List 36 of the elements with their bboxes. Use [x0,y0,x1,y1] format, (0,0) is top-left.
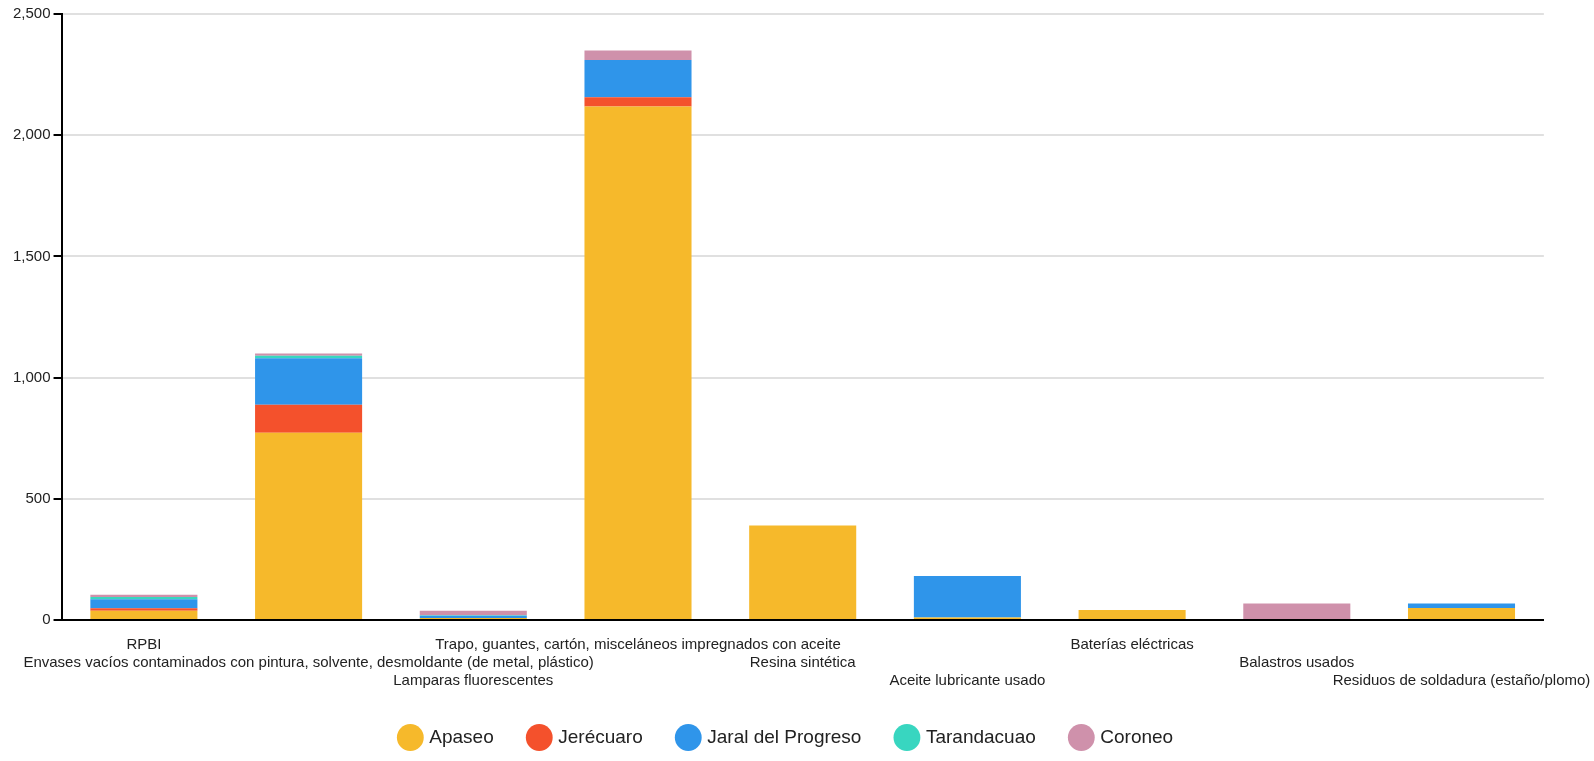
legend-label: Coroneo [1100,725,1174,747]
bar [584,106,692,619]
legend-label: Apaseo [429,725,494,747]
bar [255,432,363,619]
x-tick-label: Lamparas fluorescentes [393,671,554,689]
bar [749,525,857,619]
y-tick-label: 2,500 [12,4,51,22]
legend-label: Tarandacuao [925,725,1036,747]
x-tick-label: Trapo, guantes, cartón, misceláneos impregnados con aceite [435,635,841,653]
bar [90,599,198,609]
bar [255,358,363,405]
bar [90,610,198,619]
bar [1407,608,1516,619]
y-tick-label: 1,000 [12,367,51,385]
bar [255,404,363,433]
bar [584,50,692,61]
x-tick-label: Balastros usados [1239,653,1355,671]
y-tick-label: 1,500 [12,246,51,264]
bar [1243,603,1351,619]
x-tick-label: Aceite lubricante usado [889,671,1046,689]
x-tick-label: Residuos de soldadura (estaño/plomo) [1332,671,1591,689]
y-tick-label: 0 [42,610,51,628]
y-tick-label: 500 [25,488,51,506]
y-tick-label: 2,000 [12,125,51,143]
x-tick-label: Baterías eléctricas [1070,635,1194,653]
legend-label: Jerécuaro [558,725,643,747]
x-tick-label: RPBI [126,635,162,653]
bar [913,575,1021,618]
x-tick-label: Envases vacíos contaminados con pintura, solvente, desmoldante (de metal, plástico) [23,653,594,671]
bar [90,608,198,611]
bar [584,60,692,98]
bar [1078,610,1186,619]
legend-label: Jaral del Progreso [707,725,862,747]
x-tick-label: Resina sintética [749,653,857,671]
bar [584,97,692,107]
bar [419,610,527,616]
